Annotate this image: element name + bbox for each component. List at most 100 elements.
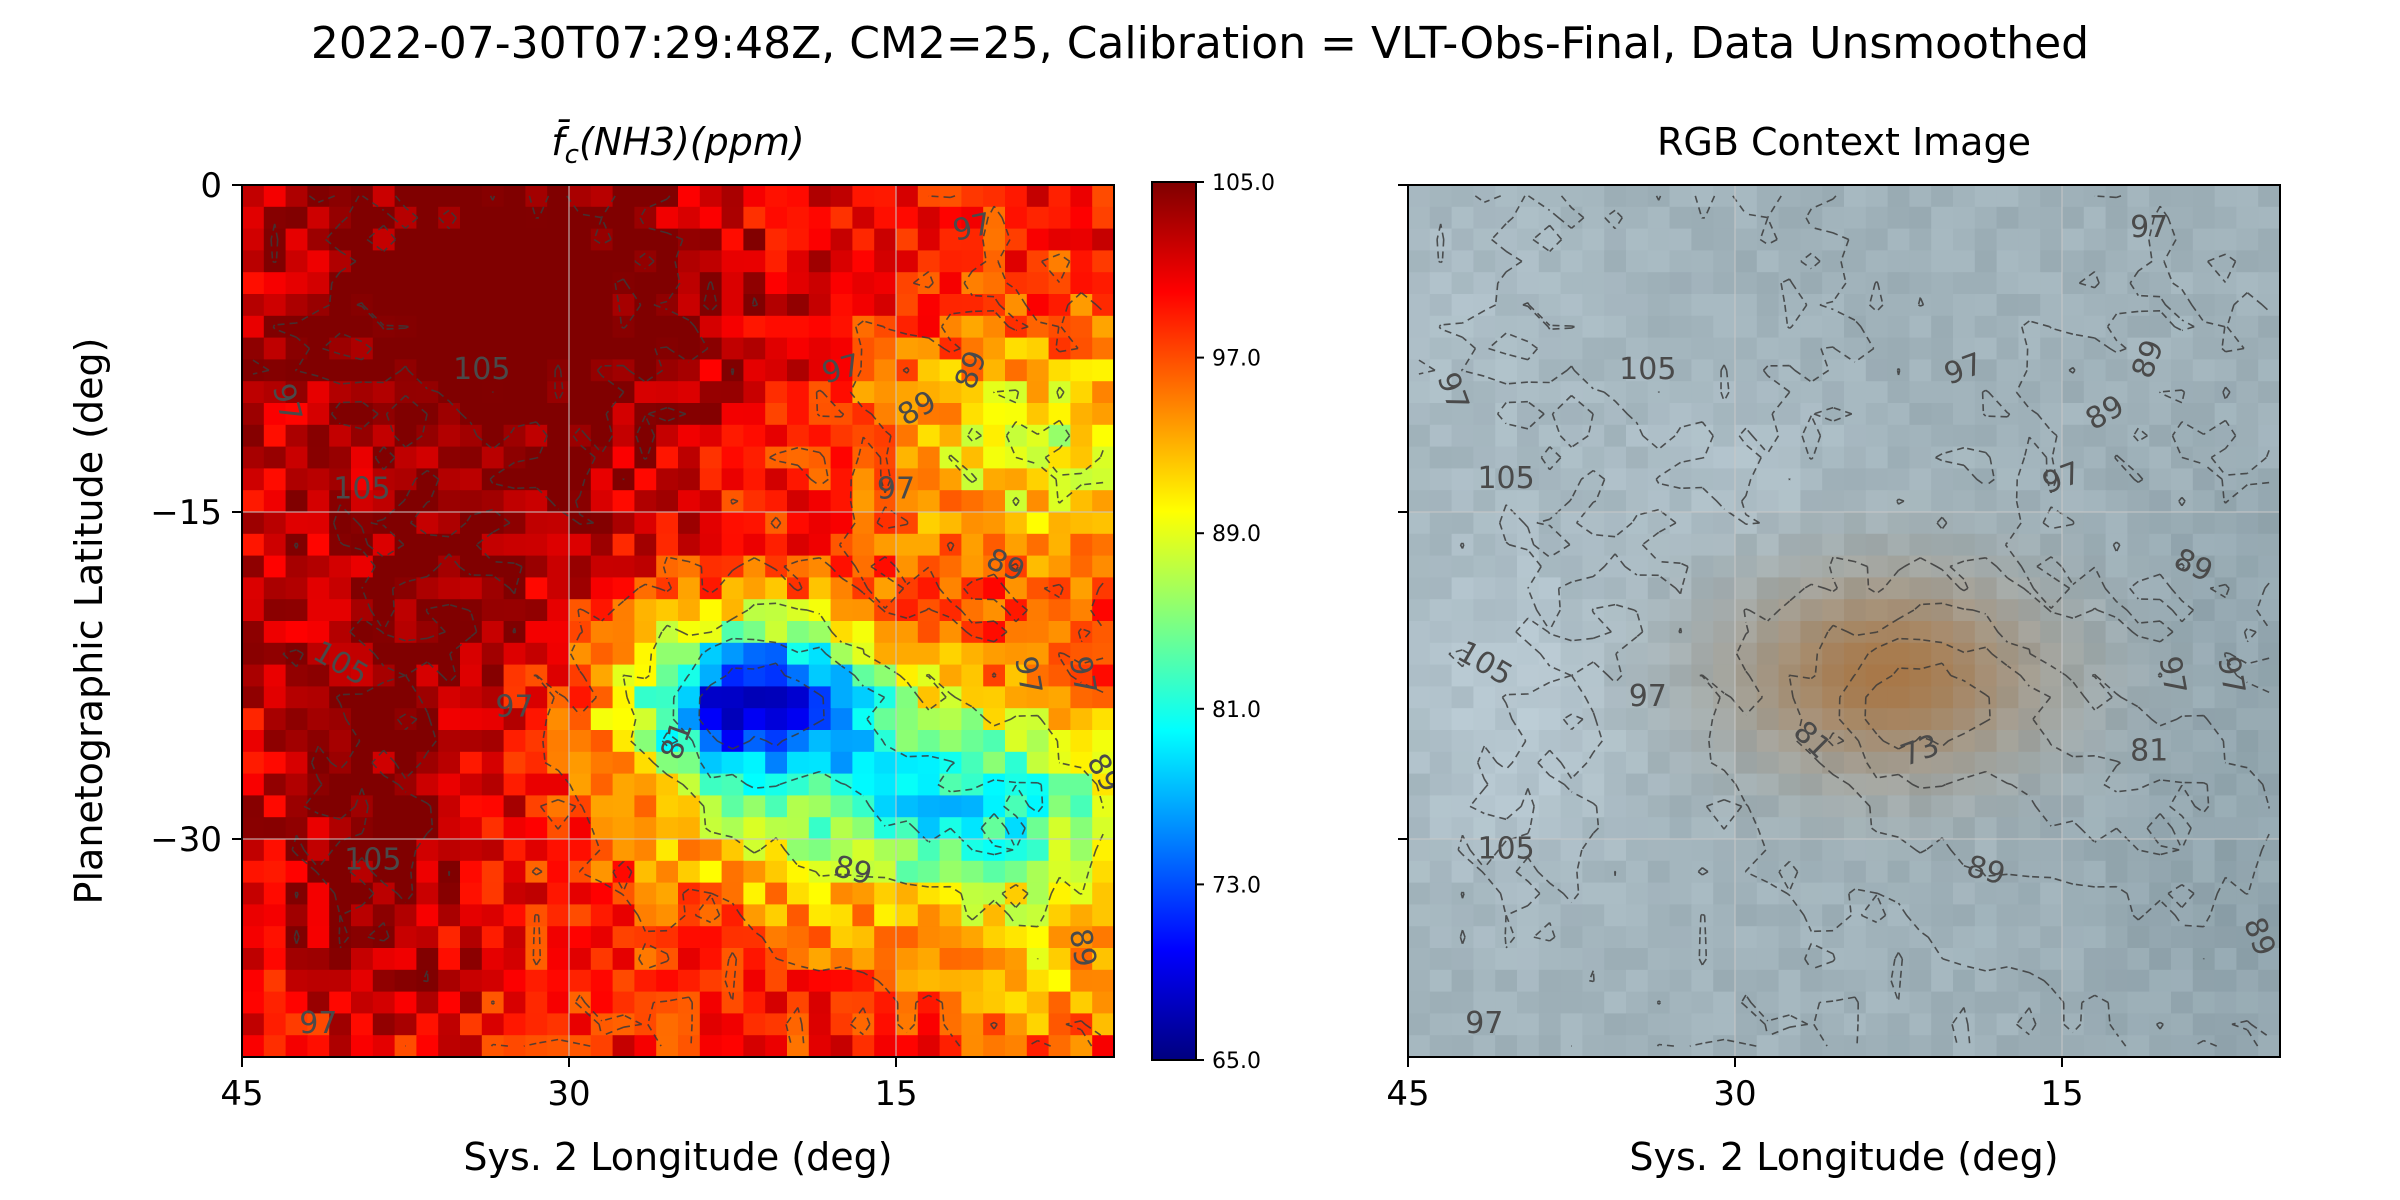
nh3-cell	[634, 206, 657, 230]
rgb-cell	[1451, 1035, 1474, 1057]
rgb-cell	[1974, 294, 1998, 317]
rgb-cell	[1865, 686, 1889, 709]
nh3-cell	[590, 751, 614, 775]
rgb-cell	[1909, 686, 1932, 709]
rgb-cell	[1538, 424, 1562, 448]
rgb-cell	[1713, 555, 1736, 578]
nh3-cell	[263, 860, 287, 884]
nh3-cell	[481, 446, 505, 469]
rgb-cell	[1517, 882, 1540, 905]
nh3-cell	[1070, 751, 1093, 775]
nh3-cell	[983, 468, 1006, 491]
rgb-cell	[1909, 228, 1932, 251]
nh3-cell	[634, 926, 657, 949]
rgb-cell	[1451, 533, 1474, 557]
rgb-cell	[1517, 490, 1540, 513]
nh3-cell	[525, 686, 548, 709]
rgb-cell	[2083, 817, 2107, 840]
nh3-cell	[961, 664, 984, 687]
nh3-cell	[961, 860, 984, 884]
nh3-cell	[830, 1035, 853, 1057]
rgb-cell	[2018, 926, 2041, 949]
nh3-cell	[830, 686, 853, 709]
rgb-cell	[1865, 533, 1889, 557]
rgb-cell	[1451, 424, 1474, 448]
nh3-cell	[743, 904, 766, 927]
rgb-cell	[1538, 708, 1562, 731]
rgb-cell	[2236, 991, 2259, 1014]
rgb-cell	[1996, 948, 2019, 971]
rgb-cell	[1429, 1013, 1453, 1036]
nh3-cell	[1092, 555, 1114, 578]
nh3-cell	[830, 621, 853, 644]
nh3-cell	[394, 533, 417, 557]
rgb-cell	[1429, 446, 1453, 469]
nh3-cell	[874, 708, 897, 731]
nh3-cell	[983, 686, 1006, 709]
nh3-cell	[917, 817, 941, 840]
rgb-cell	[1909, 948, 1932, 971]
rgb-cell	[1626, 991, 1649, 1014]
rgb-cell	[1582, 206, 1605, 230]
nh3-cell	[787, 621, 810, 644]
rgb-cell	[1800, 621, 1823, 644]
nh3-cell	[1048, 969, 1071, 993]
nh3-cell	[285, 839, 308, 862]
rgb-cell	[1691, 708, 1714, 731]
rgb-cell	[2040, 817, 2063, 840]
nh3-cell	[481, 621, 505, 644]
rgb-cell	[2149, 315, 2172, 339]
nh3-cell	[438, 381, 461, 404]
nh3-x-tick-label: 15	[874, 1074, 917, 1114]
nh3-contour-label: 97	[299, 1006, 337, 1041]
rgb-cell	[1691, 533, 1714, 557]
nh3-cell	[917, 991, 941, 1014]
rgb-cell	[1996, 773, 2019, 796]
nh3-cell	[569, 751, 592, 775]
nh3-cell	[438, 751, 461, 775]
rgb-cell	[1582, 708, 1605, 731]
rgb-cell	[1582, 839, 1605, 862]
nh3-cell	[743, 381, 766, 404]
nh3-cell	[307, 533, 330, 557]
nh3-cell	[656, 337, 679, 360]
nh3-cell	[699, 359, 723, 382]
rgb-cell	[1844, 250, 1867, 273]
nh3-cell	[1005, 839, 1028, 862]
nh3-cell	[896, 751, 919, 775]
rgb-cell	[1844, 206, 1867, 230]
rgb-cell	[1931, 817, 1954, 840]
nh3-cell	[329, 751, 352, 775]
nh3-cell	[1026, 926, 1050, 949]
rgb-cell	[1931, 926, 1954, 949]
rgb-cell	[1735, 599, 1758, 622]
nh3-cell	[634, 555, 657, 578]
nh3-cell	[678, 991, 701, 1014]
rgb-cell	[1473, 446, 1496, 469]
rgb-cell	[1713, 359, 1736, 382]
nh3-cell	[765, 468, 788, 491]
rgb-cell	[1974, 839, 1998, 862]
nh3-cell	[263, 206, 287, 230]
rgb-cell	[1974, 686, 1998, 709]
nh3-cell	[1092, 315, 1114, 339]
nh3-cell	[808, 315, 832, 339]
nh3-cell	[525, 773, 548, 796]
rgb-cell	[2083, 904, 2107, 927]
nh3-cell	[372, 708, 396, 731]
rgb-cell	[1408, 359, 1431, 382]
rgb-cell	[1691, 773, 1714, 796]
nh3-cell	[612, 686, 635, 709]
nh3-cell	[416, 228, 439, 251]
rgb-cell	[1865, 991, 1889, 1014]
rgb-cell	[1713, 577, 1736, 600]
nh3-cell	[852, 185, 875, 208]
nh3-cell	[242, 294, 265, 317]
nh3-cell	[372, 250, 396, 273]
nh3-cell	[460, 446, 483, 469]
rgb-cell	[2040, 446, 2063, 469]
rgb-cell	[1669, 860, 1692, 884]
rgb-cell	[1909, 621, 1932, 644]
rgb-cell	[1931, 315, 1954, 339]
rgb-cell	[1996, 250, 2019, 273]
